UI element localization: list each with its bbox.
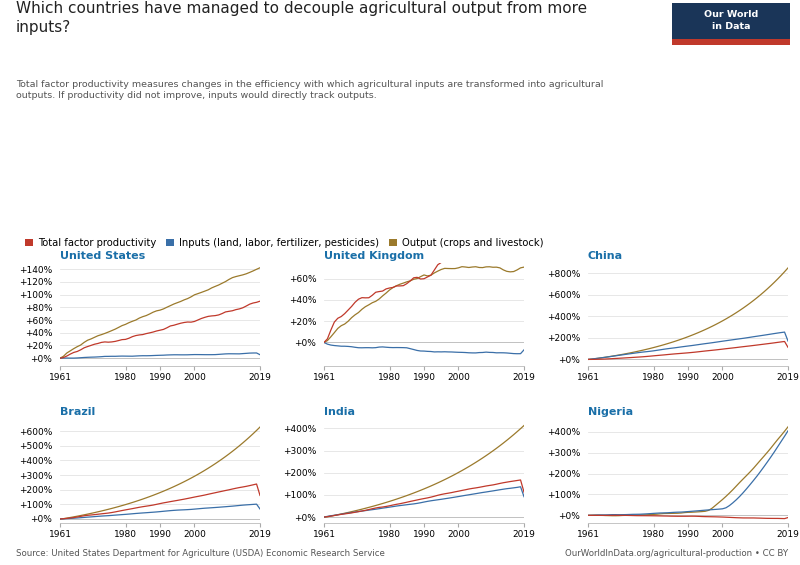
Text: United States: United States xyxy=(60,250,146,260)
Text: Nigeria: Nigeria xyxy=(588,407,633,418)
Text: Which countries have managed to decouple agricultural output from more
inputs?: Which countries have managed to decouple… xyxy=(16,1,587,34)
Text: United Kingdom: United Kingdom xyxy=(324,250,424,260)
Text: China: China xyxy=(588,250,623,260)
Text: Source: United States Department for Agriculture (USDA) Economic Research Servic: Source: United States Department for Agr… xyxy=(16,549,385,558)
Text: India: India xyxy=(324,407,355,418)
Text: Our World
in Data: Our World in Data xyxy=(704,10,758,31)
Text: Brazil: Brazil xyxy=(60,407,95,418)
Text: OurWorldInData.org/agricultural-production • CC BY: OurWorldInData.org/agricultural-producti… xyxy=(565,549,788,558)
Legend: Total factor productivity, Inputs (land, labor, fertilizer, pesticides), Output : Total factor productivity, Inputs (land,… xyxy=(21,234,548,252)
Text: Total factor productivity measures changes in the efficiency with which agricult: Total factor productivity measures chang… xyxy=(16,80,603,101)
